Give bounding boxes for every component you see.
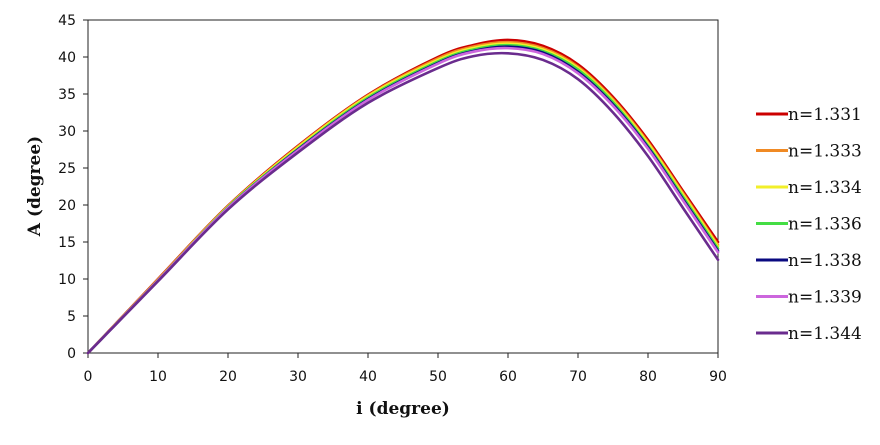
x-tick-label: 20 — [219, 369, 237, 385]
y-tick-label: 20 — [58, 198, 76, 214]
legend-label: n=1.331 — [788, 105, 862, 125]
x-tick-label: 60 — [499, 369, 517, 385]
plot-area — [87, 19, 719, 354]
x-tick-label: 10 — [149, 369, 167, 385]
y-tick-label: 25 — [58, 161, 76, 177]
plot-border — [87, 19, 719, 354]
legend-label: n=1.333 — [788, 142, 862, 162]
y-tick-label: 35 — [58, 87, 76, 103]
x-tick-label: 90 — [709, 369, 727, 385]
series-line-5 — [86, 46, 720, 355]
series-line-2 — [86, 42, 720, 355]
y-tick-label: 45 — [58, 13, 76, 29]
y-axis: 0 5 10 15 20 25 30 35 40 45 — [58, 13, 88, 362]
y-tick-label: 30 — [58, 124, 76, 140]
x-axis: 0 10 20 30 40 50 60 70 80 90 — [84, 353, 727, 385]
x-axis-title: i (degree) — [356, 399, 450, 419]
x-tick-label: 40 — [359, 369, 377, 385]
legend: n=1.331 n=1.333 n=1.334 n=1.336 n=1.338 n=1.3… — [756, 105, 862, 344]
legend-label: n=1.334 — [788, 178, 862, 198]
x-tick-label: 0 — [84, 369, 93, 385]
legend-label: n=1.338 — [788, 251, 862, 271]
x-tick-label: 70 — [569, 369, 587, 385]
x-tick-label: 50 — [429, 369, 447, 385]
y-tick-label: 40 — [58, 50, 76, 66]
series-line-0 — [86, 38, 720, 355]
y-axis-title: A (degree) — [25, 136, 45, 237]
y-tick-label: 10 — [58, 272, 76, 288]
legend-label: n=1.339 — [788, 288, 862, 308]
series-line-3 — [86, 43, 720, 355]
x-tick-label: 80 — [639, 369, 657, 385]
y-tick-label: 0 — [67, 346, 76, 362]
series-line-4 — [86, 45, 720, 355]
y-tick-label: 5 — [67, 309, 76, 325]
y-tick-label: 15 — [58, 235, 76, 251]
legend-label: n=1.336 — [788, 215, 862, 235]
x-tick-label: 30 — [289, 369, 307, 385]
series-line-1 — [86, 40, 720, 355]
legend-label: n=1.344 — [788, 324, 862, 344]
series-lines — [86, 38, 720, 355]
series-line-6 — [86, 51, 720, 355]
